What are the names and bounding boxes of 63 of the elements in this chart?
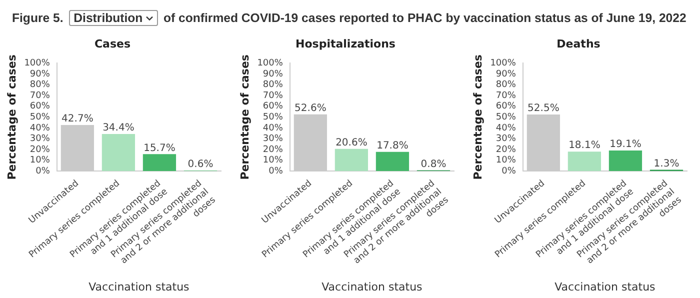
- data-label: 52.6%: [294, 102, 326, 114]
- y-tick-label: 80%: [262, 80, 284, 90]
- data-label: 42.7%: [62, 114, 94, 125]
- y-axis-title: Percentage of cases: [238, 54, 252, 180]
- y-tick-label: 100%: [490, 58, 516, 69]
- y-tick-label: 90%: [30, 69, 50, 80]
- y-tick-label: 50%: [496, 112, 516, 123]
- y-tick-label: 0%: [502, 166, 516, 176]
- bar: [376, 152, 410, 172]
- chart-title: Deaths: [556, 37, 601, 50]
- y-tick-label: 40%: [496, 123, 516, 134]
- chart-title: Cases: [94, 37, 131, 50]
- y-tick-label: 70%: [496, 90, 516, 101]
- y-tick-label: 70%: [30, 90, 50, 101]
- y-axis-title: Percentage of cases: [471, 54, 484, 180]
- y-tick-label: 50%: [262, 112, 284, 123]
- y-axis-title: Percentage of cases: [5, 54, 18, 180]
- y-tick-label: 30%: [30, 134, 50, 144]
- y-tick-label: 60%: [262, 102, 284, 112]
- text: Distribution: [68, 10, 158, 26]
- y-tick-label: 60%: [30, 102, 50, 112]
- data-label: 52.5%: [528, 103, 560, 114]
- caption: Figure 5.: [12, 11, 64, 25]
- x-axis-title: Vaccination status: [554, 280, 656, 294]
- bar: [334, 148, 368, 172]
- bar: [102, 134, 136, 172]
- y-tick-label: 0%: [36, 166, 50, 176]
- y-tick-label: 80%: [30, 80, 50, 90]
- y-tick-label: 10%: [496, 156, 516, 166]
- y-tick-label: 30%: [496, 134, 516, 144]
- y-tick-label: 100%: [257, 58, 284, 69]
- y-tick-label: 0%: [268, 166, 284, 176]
- y-tick-label: 60%: [496, 102, 516, 112]
- y-tick-label: 30%: [262, 134, 284, 144]
- y-tick-label: 70%: [262, 90, 284, 101]
- data-label: 0.6%: [188, 159, 214, 170]
- y-tick-label: 100%: [24, 58, 50, 69]
- data-label: 18.1%: [568, 140, 600, 152]
- data-label: 19.1%: [610, 139, 642, 150]
- y-tick-label: 10%: [30, 156, 50, 166]
- y-tick-label: 90%: [496, 69, 516, 80]
- x-axis-title: Vaccination status: [88, 280, 190, 294]
- y-tick-label: 10%: [262, 156, 284, 166]
- y-tick-label: 50%: [30, 112, 50, 123]
- y-tick-label: 80%: [496, 80, 516, 90]
- data-label: 17.8%: [376, 140, 408, 152]
- bar: [142, 154, 176, 172]
- y-tick-label: 20%: [30, 144, 50, 155]
- x-axis-title: Vaccination status: [322, 280, 423, 294]
- bar: [608, 150, 642, 172]
- y-tick-label: 90%: [262, 69, 284, 80]
- text: of confirmed COVID-19 cases reported to PHAC by vaccination status as of June 19, 2022: [164, 11, 686, 25]
- data-label: 15.7%: [144, 142, 176, 154]
- y-tick-label: 20%: [262, 144, 284, 155]
- data-label: 1.3%: [654, 158, 680, 170]
- y-tick-label: 40%: [262, 123, 284, 134]
- y-tick-label: 40%: [30, 123, 50, 134]
- data-label: 20.6%: [336, 137, 368, 148]
- y-tick-label: 20%: [496, 144, 516, 155]
- data-label: 0.8%: [420, 158, 446, 170]
- data-label: 34.4%: [102, 122, 134, 134]
- bar: [568, 152, 602, 172]
- chart-title: Hospitalizations: [296, 37, 396, 50]
